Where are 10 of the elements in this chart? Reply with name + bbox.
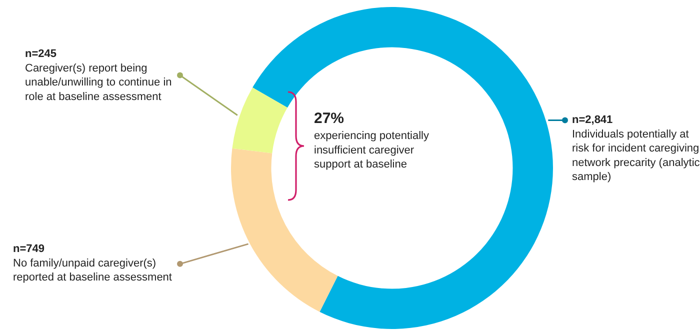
data-label: n=245 xyxy=(25,48,56,60)
slice-label: Individuals potentially at risk for incident caregiving network precarity (analytic sample) xyxy=(572,128,700,184)
data-label: n=749 xyxy=(13,243,44,255)
donut-slice xyxy=(232,88,288,154)
slice-label: Caregiver(s) report being unable/unwilling to continue in role at baseline assessment xyxy=(25,62,172,103)
data-label: n=2,841 xyxy=(572,114,613,126)
text: experiencing potentially insufficient caregiver support at baseline xyxy=(314,130,430,171)
donut-slice xyxy=(252,7,553,329)
text: 27% xyxy=(314,110,344,127)
slice-label: No family/unpaid caregiver(s) reported at baseline assessment xyxy=(13,257,172,284)
